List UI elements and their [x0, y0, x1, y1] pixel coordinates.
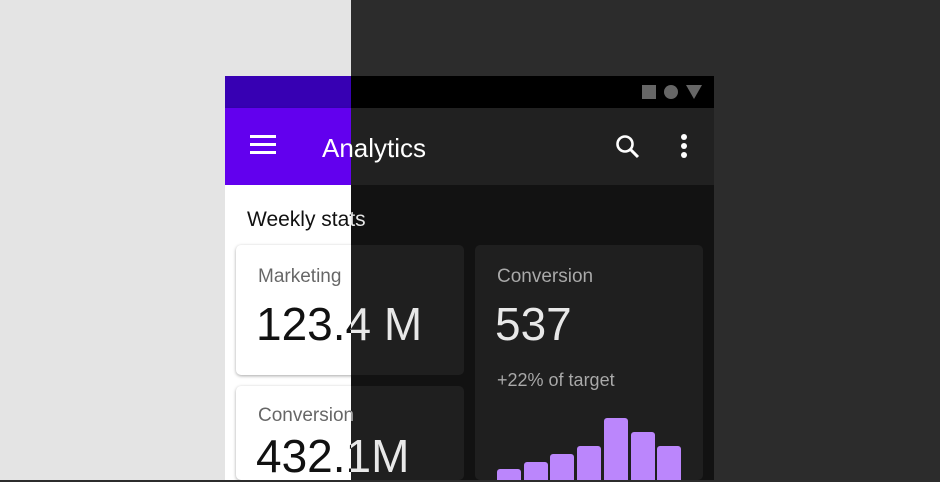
card-surface: [236, 386, 351, 480]
app-bar: [225, 108, 351, 185]
square-icon: [642, 85, 656, 99]
chart-bar: [630, 432, 655, 480]
more-vert-icon[interactable]: [681, 134, 687, 161]
chart-bar: [577, 446, 602, 480]
card-subtitle: +22% of target: [497, 370, 615, 390]
card-label: Conversion: [497, 266, 594, 287]
light-theme-layer: [225, 76, 351, 480]
card-surface: [475, 245, 703, 480]
triangle-icon: [686, 85, 702, 99]
stat-card-conversion-chart[interactable]: Conversion 537 +22% of target: [475, 245, 703, 480]
search-icon[interactable]: [615, 134, 641, 160]
chart-bar: [603, 418, 628, 480]
status-bar: [225, 76, 351, 108]
phone-frame: Analytics Weekly stats Marketing 123.4 M…: [225, 76, 714, 480]
card-value: 432.1M: [256, 430, 410, 482]
circle-icon: [664, 85, 678, 99]
card-surface: [236, 245, 351, 375]
chart-bar: [657, 446, 682, 480]
chart-bar: [550, 454, 575, 480]
card-value: 123.4 M: [256, 298, 423, 350]
stat-card-conversion[interactable]: Conversion 432.1M: [236, 386, 464, 480]
chart-bar: [497, 469, 521, 480]
status-icons: [642, 85, 702, 99]
chart-bar: [523, 462, 548, 480]
content: [225, 185, 351, 480]
card-label: Marketing: [258, 266, 342, 287]
card-value: 537: [495, 298, 572, 350]
card-label: Conversion: [258, 405, 355, 426]
app-title: Analytics: [322, 133, 427, 163]
foreground: Analytics Weekly stats Marketing 123.4 M…: [225, 76, 714, 480]
menu-icon[interactable]: [250, 135, 276, 155]
stat-card-marketing[interactable]: Marketing 123.4 M: [236, 245, 464, 375]
section-title: Weekly stats: [247, 208, 366, 231]
